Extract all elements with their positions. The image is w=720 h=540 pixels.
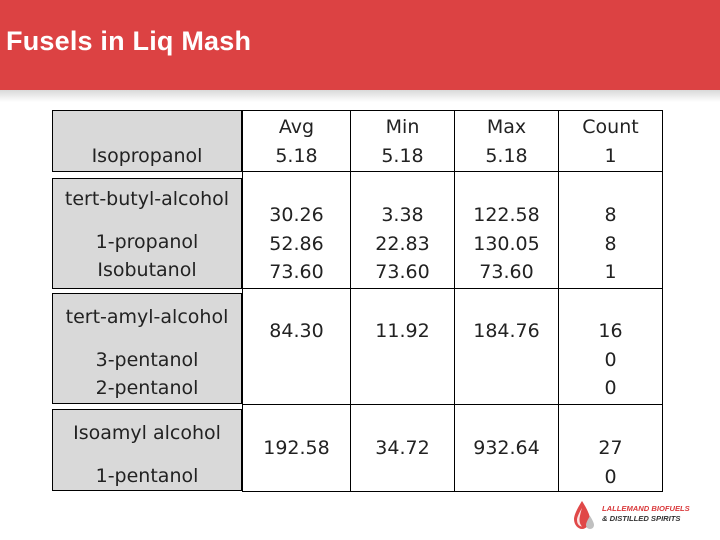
group-4-max: 932.64 — [454, 404, 559, 492]
group-4-avg: 192.58 — [242, 404, 351, 492]
row-label: 3-pentanol — [95, 348, 199, 371]
group-2-avg: 30.26 52.86 73.60 — [242, 171, 351, 289]
max-cell: 184.76 — [473, 320, 540, 342]
avg-cell: 52.86 — [269, 232, 324, 255]
row-label: Isobutanol — [97, 259, 197, 281]
group-2-count: 8 8 1 — [558, 171, 663, 289]
row-label: Isoamyl alcohol — [73, 422, 221, 444]
group-2-max: 122.58 130.05 73.60 — [454, 171, 559, 289]
slide-header: Fusels in Liq Mash — [0, 0, 720, 90]
count-cell: 0 — [604, 377, 617, 399]
max-cell: 130.05 — [473, 232, 540, 255]
group-3-avg: 84.30 — [242, 288, 351, 405]
row-label-group-4: Isoamyl alcohol 1-pentanol — [52, 409, 242, 491]
min-cell: 3.38 — [381, 204, 424, 226]
min-cell: 11.92 — [375, 320, 430, 342]
count-cell: 0 — [604, 465, 617, 488]
max-cell: 932.64 — [473, 437, 540, 459]
count-cell: 1 — [604, 144, 617, 167]
max-cell: 5.18 — [485, 144, 528, 167]
row-label-group-3: tert-amyl-alcohol 3-pentanol 2-pentanol — [52, 293, 242, 404]
group-4-count: 27 0 — [558, 404, 663, 492]
row-label: Isopropanol — [91, 145, 203, 167]
header-count-label: Count — [582, 116, 639, 138]
group-3-count: 16 0 0 — [558, 288, 663, 405]
slide-title: Fusels in Liq Mash — [6, 26, 252, 56]
min-cell: 73.60 — [375, 261, 430, 283]
row-label: tert-amyl-alcohol — [65, 306, 229, 328]
row-label-group-2: tert-butyl-alcohol 1-propanol Isobutanol — [52, 178, 242, 289]
avg-cell: 73.60 — [269, 261, 324, 283]
min-cell: 5.18 — [381, 144, 424, 167]
row-label: 1-pentanol — [95, 464, 199, 487]
logo-text: LALLEMAND BIOFUELS & DISTILLED SPIRITS — [602, 504, 690, 524]
group-4-min: 34.72 — [350, 404, 455, 492]
header-shadow — [0, 90, 720, 102]
avg-cell: 84.30 — [269, 320, 324, 342]
group-3-min: 11.92 — [350, 288, 455, 405]
logo-line-1: LALLEMAND BIOFUELS — [602, 504, 690, 513]
header-count: Count 1 — [558, 110, 663, 172]
row-label-group-1: Isopropanol — [52, 110, 242, 172]
row-label: tert-butyl-alcohol — [64, 188, 230, 210]
header-avg: Avg 5.18 — [242, 110, 351, 172]
header-max-label: Max — [486, 116, 527, 138]
row-label: 2-pentanol — [95, 377, 199, 399]
count-cell: 8 — [604, 204, 617, 226]
header-avg-label: Avg — [278, 116, 315, 138]
avg-cell: 5.18 — [275, 144, 318, 167]
count-cell: 8 — [604, 232, 617, 255]
header-min-label: Min — [385, 116, 420, 138]
avg-cell: 30.26 — [269, 204, 324, 226]
group-2-min: 3.38 22.83 73.60 — [350, 171, 455, 289]
count-cell: 1 — [604, 261, 617, 283]
company-logo: LALLEMAND BIOFUELS & DISTILLED SPIRITS — [571, 500, 711, 530]
drop-logo-icon — [574, 501, 594, 529]
count-cell: 16 — [598, 320, 623, 342]
count-cell: 0 — [604, 348, 617, 371]
avg-cell: 192.58 — [263, 437, 330, 459]
min-cell: 34.72 — [375, 437, 430, 459]
row-label: 1-propanol — [95, 230, 199, 253]
min-cell: 22.83 — [375, 232, 430, 255]
max-cell: 122.58 — [473, 204, 540, 226]
logo-line-2: & DISTILLED SPIRITS — [602, 514, 681, 523]
max-cell: 73.60 — [479, 261, 534, 283]
header-max: Max 5.18 — [454, 110, 559, 172]
header-min: Min 5.18 — [350, 110, 455, 172]
count-cell: 27 — [598, 437, 623, 459]
group-3-max: 184.76 — [454, 288, 559, 405]
